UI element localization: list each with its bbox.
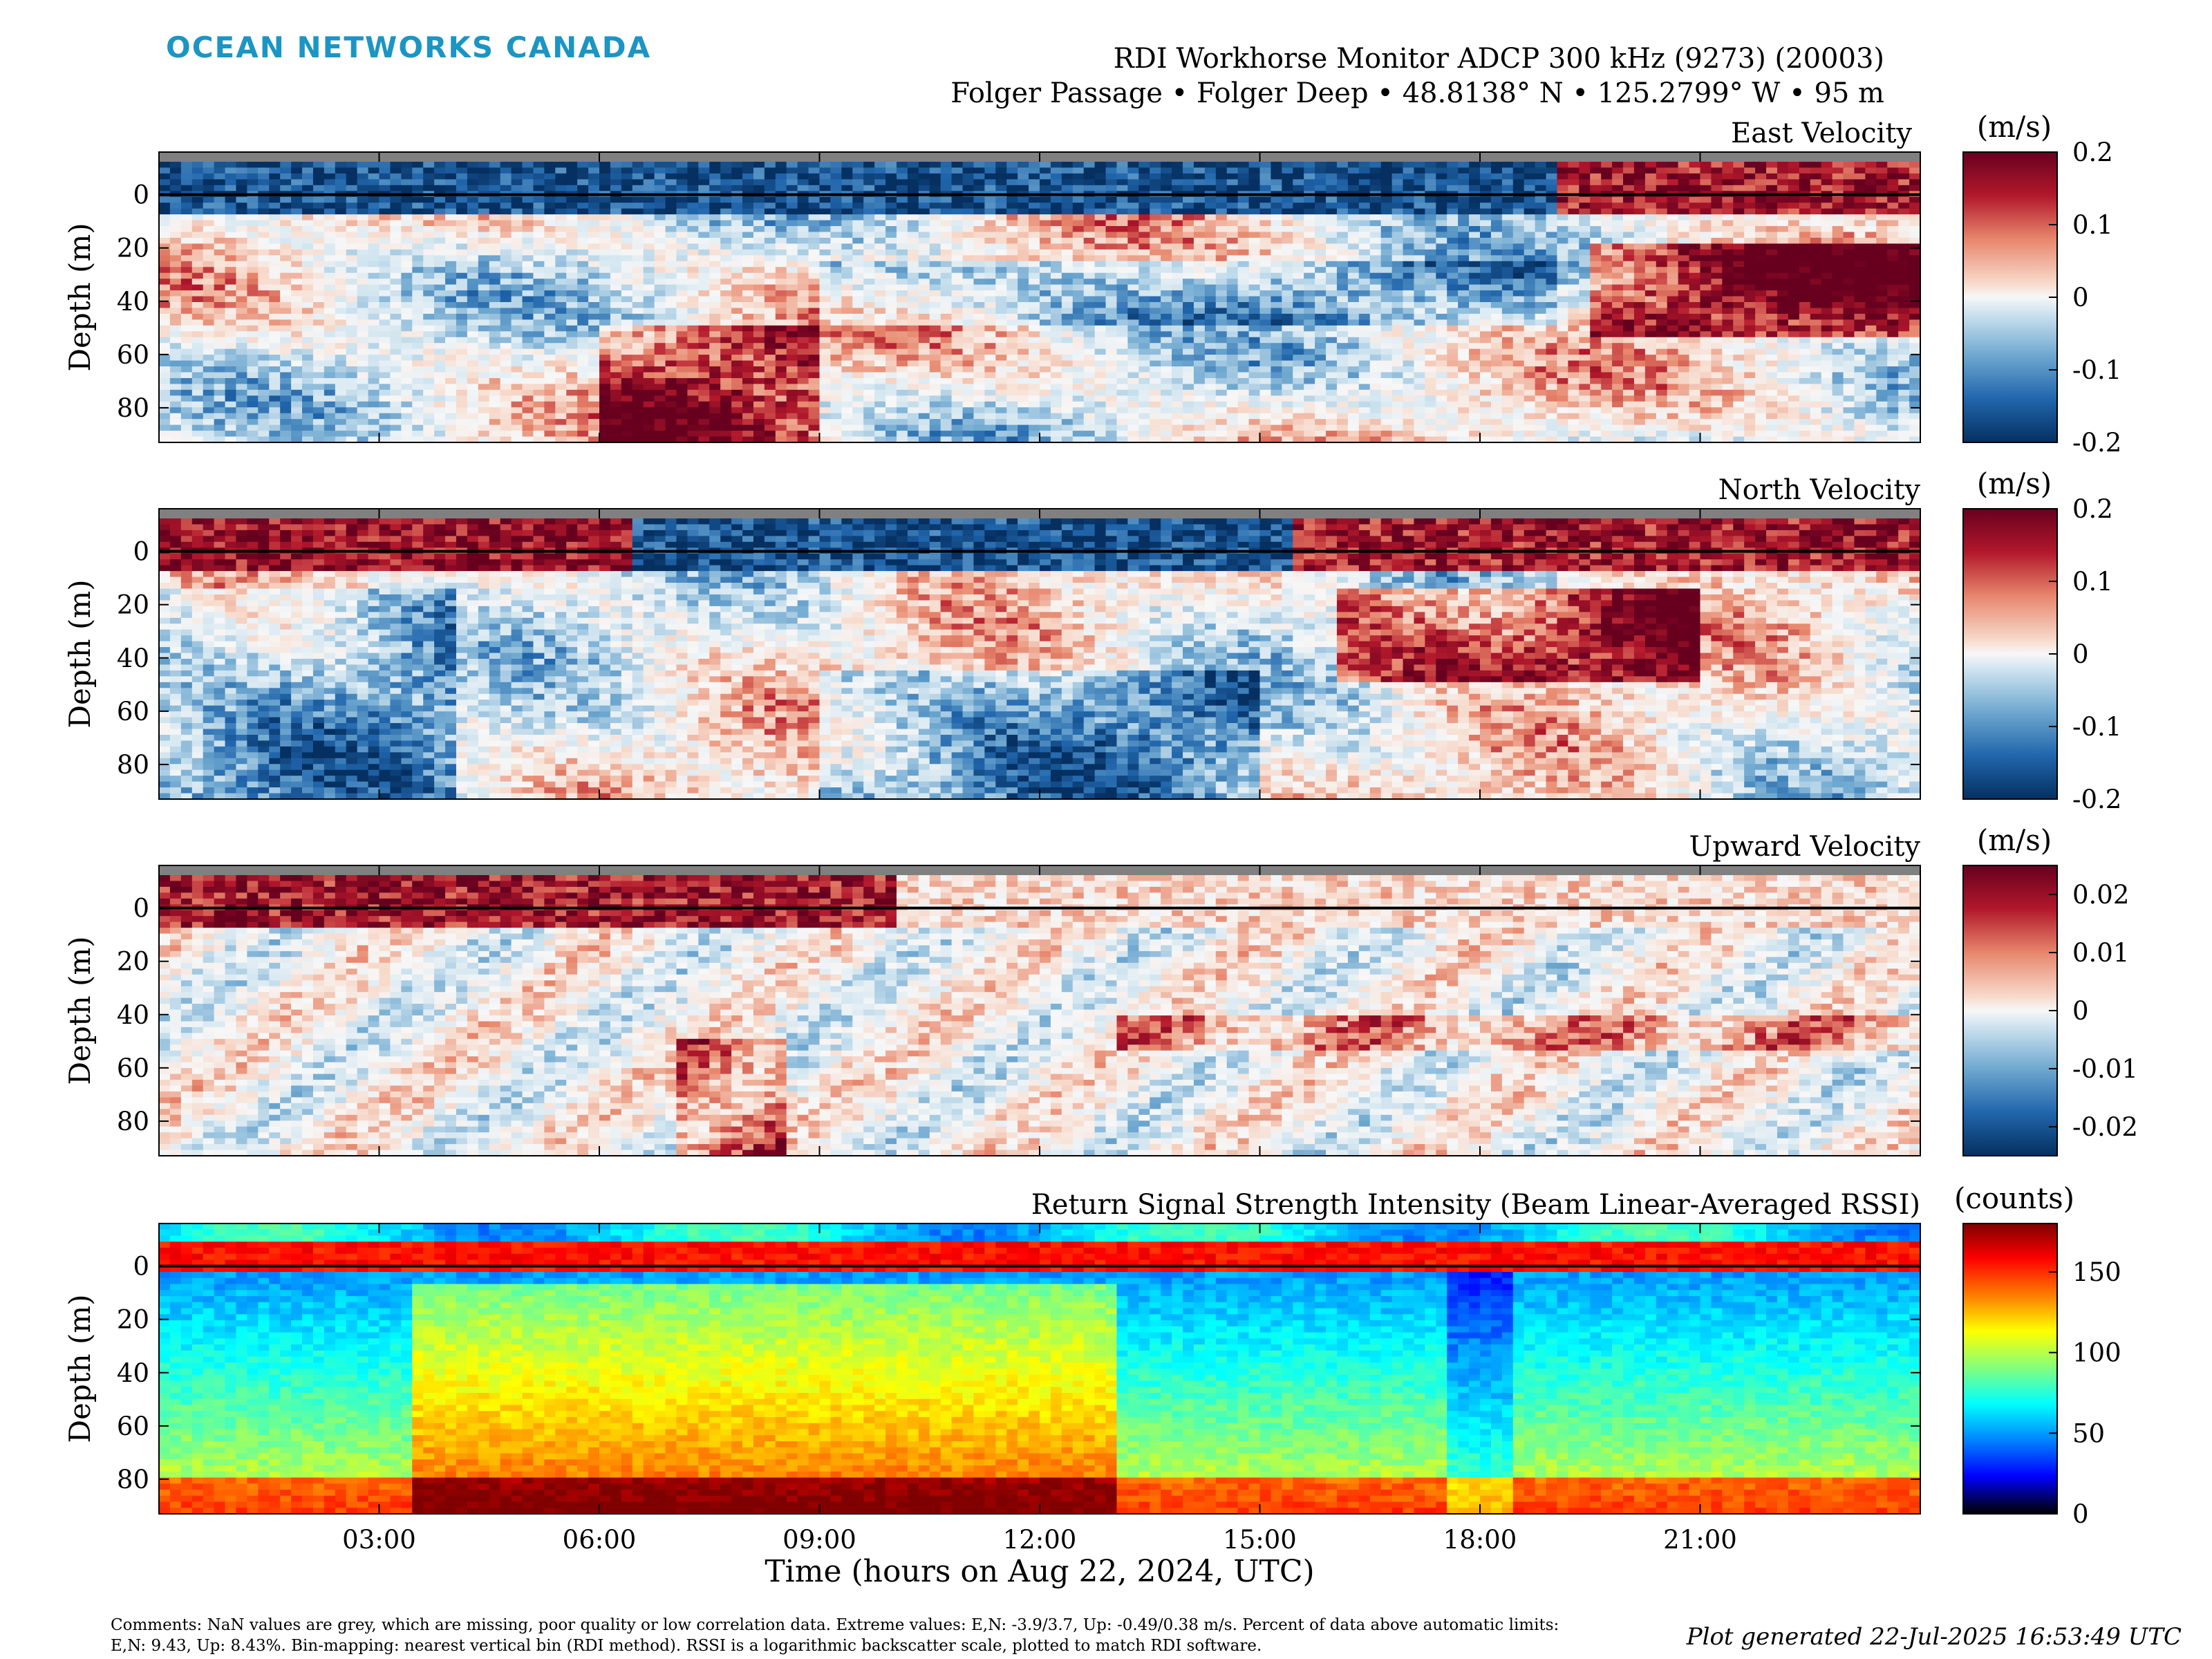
colorbar [1963, 509, 2057, 799]
y-tick-label: 40 [117, 644, 149, 673]
panel-title: North Velocity [1718, 474, 1921, 506]
colorbar-unit: (counts) [1954, 1181, 2074, 1215]
y-axis-label: Depth (m) [63, 579, 97, 728]
y-axis-label: Depth (m) [63, 1294, 97, 1443]
y-tick-label: 40 [117, 1358, 149, 1388]
x-axis-label: Time (hours on Aug 22, 2024, UTC) [765, 1554, 1314, 1589]
heatmap-cells [159, 518, 1921, 800]
panel-3: 0 20 40 60 80 Depth (m) Upward Velocity (m/s) 0.… [63, 823, 2138, 1156]
x-tick-label: 09:00 [782, 1525, 856, 1555]
colorbar-tick-label: -0.1 [2072, 712, 2121, 742]
colorbar-tick-label: 0.01 [2072, 938, 2129, 968]
y-tick-label: 0 [133, 180, 149, 210]
y-tick-label: 80 [117, 1107, 149, 1136]
panel-4: 0 20 40 60 80 03:00 06:00 09:00 12:00 15:00 18:00 2… [63, 1181, 2121, 1589]
colorbar-tick-label: -0.01 [2072, 1054, 2138, 1084]
y-tick-label: 20 [117, 1305, 149, 1335]
colorbar-tick-label: -0.2 [2072, 785, 2121, 814]
x-tick-label: 15:00 [1223, 1525, 1297, 1555]
panel-1: 0 20 40 60 80 Depth (m) East Velocity (m/s) 0.2 0… [63, 110, 2121, 458]
x-tick-label: 06:00 [563, 1525, 637, 1555]
x-tick-label: 12:00 [1003, 1525, 1077, 1555]
y-axis-label: Depth (m) [63, 936, 97, 1085]
x-tick-label: 18:00 [1443, 1525, 1517, 1555]
y-tick-label: 40 [117, 287, 149, 317]
panel-title: Upward Velocity [1689, 831, 1921, 863]
colorbar-tick-label: 0 [2072, 639, 2089, 669]
colorbar [1963, 1224, 2057, 1514]
y-tick-label: 20 [117, 947, 149, 977]
colorbar-unit: (m/s) [1977, 110, 2052, 144]
y-tick-label: 60 [117, 1053, 149, 1083]
y-tick-label: 0 [133, 537, 149, 567]
y-tick-label: 40 [117, 1000, 149, 1030]
colorbar-tick-label: 0.1 [2072, 567, 2113, 597]
generated-timestamp: Plot generated 22-Jul-2025 16:53:49 UTC [1687, 1623, 2182, 1651]
panel-2: 0 20 40 60 80 Depth (m) North Velocity (m/s) 0.2… [63, 467, 2121, 814]
colorbar-unit: (m/s) [1977, 823, 2052, 857]
colorbar-tick-label: 0.1 [2072, 210, 2113, 240]
comments-note: Comments: NaN values are grey, which are… [111, 1615, 1590, 1656]
colorbar-tick-label: 50 [2072, 1418, 2105, 1448]
y-tick-label: 80 [117, 750, 149, 780]
colorbar-tick-label: 0.2 [2072, 138, 2113, 167]
y-tick-label: 80 [117, 393, 149, 423]
y-tick-label: 20 [117, 590, 149, 620]
y-tick-label: 80 [117, 1465, 149, 1494]
colorbar-tick-label: 0 [2072, 1499, 2089, 1529]
colorbar [1963, 865, 2057, 1156]
y-tick-label: 60 [117, 1412, 149, 1441]
y-tick-label: 60 [117, 697, 149, 727]
colorbar-tick-label: 0.2 [2072, 494, 2113, 524]
heatmap-cells [159, 875, 1921, 1156]
y-tick-label: 0 [133, 1252, 149, 1282]
x-tick-label: 03:00 [342, 1525, 416, 1555]
y-axis-label: Depth (m) [63, 223, 97, 371]
panel-title: Return Signal Strength Intensity (Beam L… [1031, 1189, 1920, 1221]
x-tick-label: 21:00 [1663, 1525, 1737, 1555]
y-tick-label: 0 [133, 894, 149, 924]
colorbar-tick-label: -0.1 [2072, 355, 2121, 385]
colorbar-tick-label: -0.2 [2072, 428, 2121, 458]
colorbar-unit: (m/s) [1977, 467, 2052, 500]
colorbar-tick-label: 0 [2072, 996, 2089, 1026]
colorbar-tick-label: 100 [2072, 1338, 2121, 1368]
y-tick-label: 60 [117, 340, 149, 370]
colorbar-tick-label: -0.02 [2072, 1112, 2138, 1142]
colorbar-tick-label: 0.02 [2072, 880, 2129, 910]
colorbar-tick-label: 0 [2072, 283, 2089, 312]
panel-title: East Velocity [1731, 118, 1912, 149]
y-tick-label: 20 [117, 234, 149, 263]
heatmap-cells [159, 162, 1921, 443]
colorbar [1963, 152, 2057, 442]
colorbar-tick-label: 150 [2072, 1257, 2121, 1287]
